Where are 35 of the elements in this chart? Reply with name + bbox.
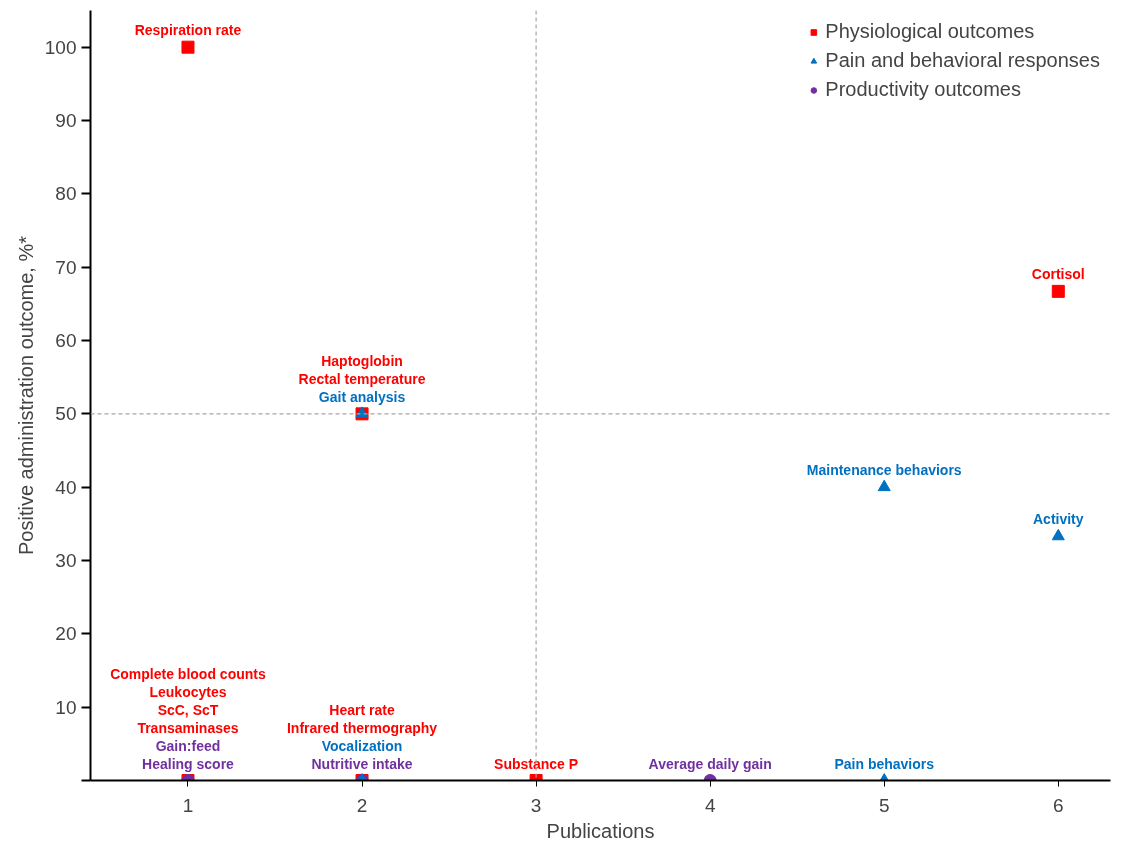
y-tick-label: 100 xyxy=(44,36,77,58)
y-tick-label: 40 xyxy=(55,476,77,498)
legend-label: Physiological outcomes xyxy=(825,20,1035,43)
y-tick-label: 10 xyxy=(55,696,77,718)
x-tick-label: 4 xyxy=(704,794,716,816)
data-label: Gain:feed Healing score xyxy=(142,737,235,772)
data-label: Complete blood counts Leukocytes ScC, ScT Transaminases xyxy=(110,665,266,736)
data-label: Activity xyxy=(1033,511,1084,528)
data-label: Average daily gain xyxy=(648,755,772,772)
y-tick-label: 30 xyxy=(55,550,77,571)
data-label: Cortisol xyxy=(1031,266,1085,283)
x-tick-label: 6 xyxy=(1053,794,1064,816)
data-label: Gait analysis xyxy=(318,388,406,405)
x-axis-title: Publications xyxy=(546,819,655,842)
data-label: Substance P xyxy=(494,755,579,772)
legend-label: Pain and behavioral responses xyxy=(825,49,1100,72)
x-tick-label: 3 xyxy=(530,794,542,816)
legend-label: Productivity outcomes xyxy=(825,78,1021,101)
y-axis-title: Positive administration outcome, %* xyxy=(14,235,37,556)
data-label: Heart rate Infrared thermography xyxy=(286,701,438,736)
data-label: Pain behaviors xyxy=(834,755,935,772)
x-tick-label: 5 xyxy=(878,794,890,816)
y-tick-label: 50 xyxy=(55,403,77,425)
data-label: Respiration rate xyxy=(134,22,242,39)
data-label: Vocalization xyxy=(321,737,403,754)
y-tick-label: 20 xyxy=(55,623,77,645)
x-tick-label: 2 xyxy=(356,794,368,816)
data-label: Nutritive intake xyxy=(311,755,413,772)
y-tick-label: 60 xyxy=(55,330,77,351)
y-tick-label: 70 xyxy=(55,256,77,278)
y-tick-label: 90 xyxy=(55,110,77,131)
data-label: Maintenance behaviors xyxy=(806,462,962,479)
data-label: Haptoglobin Rectal temperature xyxy=(298,352,426,387)
x-tick-label: 1 xyxy=(182,794,194,816)
y-tick-label: 80 xyxy=(55,183,77,205)
